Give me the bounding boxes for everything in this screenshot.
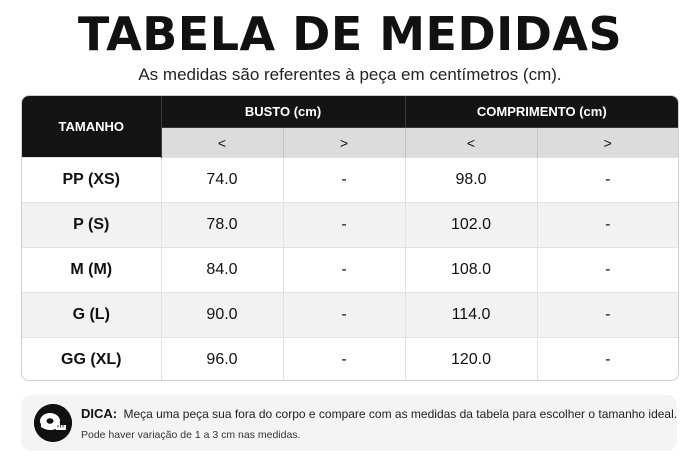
length-max-cell: - (537, 337, 678, 380)
size-cell: P (S) (22, 202, 162, 248)
bust-max-cell: - (283, 247, 406, 293)
size-column-header: TAMANHO (22, 96, 162, 158)
length-max-header: > (537, 127, 678, 158)
bust-max-cell: - (283, 157, 406, 203)
bust-min-cell: 74.0 (161, 157, 284, 203)
length-max-cell: - (537, 247, 678, 293)
length-max-cell: - (537, 202, 678, 248)
size-cell: G (L) (22, 292, 162, 338)
page-subtitle: As medidas são referentes à peça em cent… (138, 65, 562, 84)
table-row: PP (XS) 74.0 - 98.0 - (22, 157, 678, 203)
length-min-cell: 114.0 (405, 292, 538, 338)
bust-min-cell: 78.0 (161, 202, 284, 248)
bust-max-cell: - (283, 202, 406, 248)
tip-box: DICA: Meça uma peça sua fora do corpo e … (21, 395, 677, 451)
tip-label: DICA: (81, 406, 118, 421)
length-min-cell: 120.0 (405, 337, 538, 380)
page-title: TABELA DE MEDIDAS (77, 7, 623, 61)
bust-min-cell: 96.0 (161, 337, 284, 380)
size-table: TAMANHO BUSTO (cm) COMPRIMENTO (cm) < > … (21, 95, 679, 381)
bust-group-header: BUSTO (cm) (161, 96, 406, 128)
length-min-cell: 102.0 (405, 202, 538, 248)
bust-min-cell: 84.0 (161, 247, 284, 293)
length-max-cell: - (537, 157, 678, 203)
bust-min-cell: 90.0 (161, 292, 284, 338)
table-row: M (M) 84.0 - 108.0 - (22, 247, 678, 293)
size-cell: PP (XS) (22, 157, 162, 203)
length-min-cell: 98.0 (405, 157, 538, 203)
bust-max-header: > (283, 127, 406, 158)
bust-max-cell: - (283, 292, 406, 338)
tip-text: Meça uma peça sua fora do corpo e compar… (123, 407, 678, 421)
table-row: GG (XL) 96.0 - 120.0 - (22, 337, 678, 380)
size-cell: GG (XL) (22, 337, 162, 380)
length-group-header: COMPRIMENTO (cm) (405, 96, 678, 128)
size-cell: M (M) (22, 247, 162, 293)
length-max-cell: - (537, 292, 678, 338)
table-row: P (S) 78.0 - 102.0 - (22, 202, 678, 248)
tip-note: Pode haver variação de 1 a 3 cm nas medi… (81, 429, 301, 441)
measuring-tape-icon (34, 404, 72, 442)
bust-min-header: < (161, 127, 284, 158)
table-row: G (L) 90.0 - 114.0 - (22, 292, 678, 338)
length-min-header: < (405, 127, 538, 158)
bust-max-cell: - (283, 337, 406, 380)
length-min-cell: 108.0 (405, 247, 538, 293)
